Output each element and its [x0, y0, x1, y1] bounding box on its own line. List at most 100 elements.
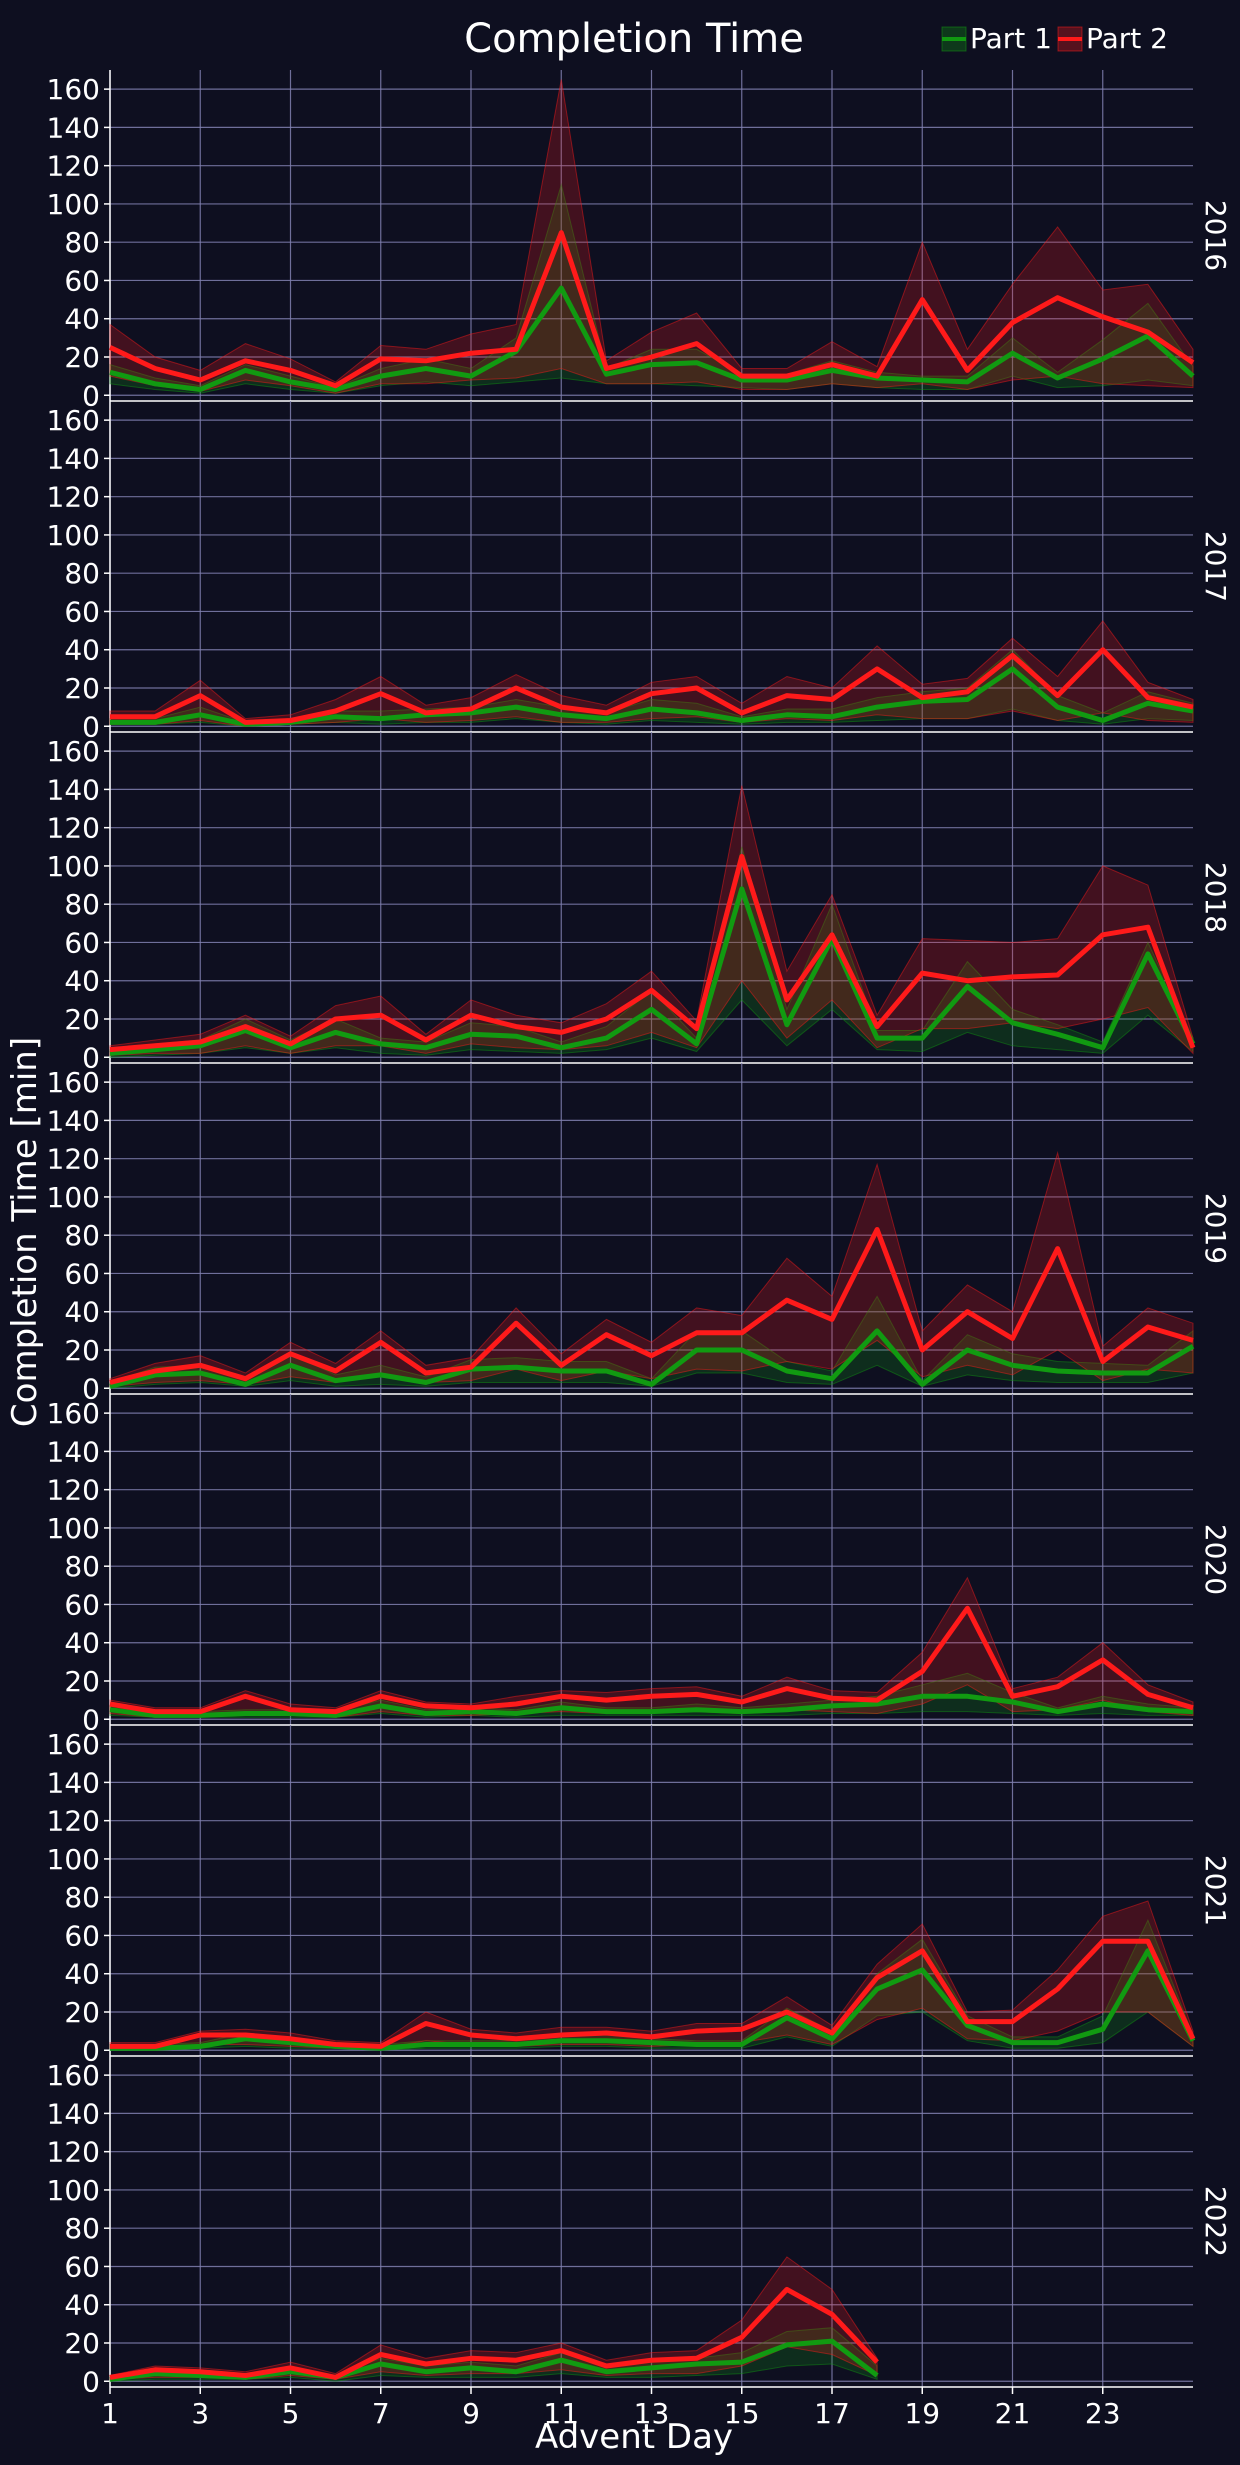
y-tick-label: 120 — [47, 150, 100, 183]
y-tick-label: 40 — [64, 634, 100, 667]
y-tick-label: 20 — [64, 1003, 100, 1036]
y-tick-label: 160 — [47, 2059, 100, 2092]
x-tick-label: 17 — [814, 2397, 850, 2430]
y-tick-label: 0 — [82, 2034, 100, 2067]
part1-band-2022 — [109, 2327, 878, 2382]
part1-line-2021 — [110, 1948, 1196, 2051]
part1-line-2020 — [109, 1693, 1194, 1718]
panel-label-2019: 2019 — [1199, 1193, 1232, 1264]
y-tick-label: 40 — [64, 1958, 100, 1991]
x-tick-label: 9 — [462, 2397, 480, 2430]
y-tick-label: 140 — [47, 1104, 100, 1137]
y-tick-label: 160 — [47, 1728, 100, 1761]
y-tick-label: 140 — [47, 111, 100, 144]
y-tick-label: 100 — [47, 1181, 100, 1214]
y-tick-label: 140 — [47, 773, 100, 806]
part2-band-2020 — [109, 1576, 1194, 1718]
y-axis-label: Completion Time [min] — [5, 1037, 45, 1427]
part2-band-2021 — [109, 1900, 1194, 2049]
y-tick-label: 160 — [47, 1066, 100, 1099]
part2-line-2016 — [108, 230, 1195, 389]
y-tick-label: 20 — [64, 1334, 100, 1367]
panel-2019: 0 20 40 60 80 100 120 140 160 2019 — [47, 1063, 1232, 1405]
y-tick-label: 100 — [47, 188, 100, 221]
y-tick-label: 120 — [47, 481, 100, 514]
legend-label-part1: Part 1 — [970, 22, 1052, 55]
x-tick-label: 11 — [543, 2397, 579, 2430]
panel-2018: 0 20 40 60 80 100 120 140 160 2018 — [47, 732, 1232, 1074]
panel-label-2020: 2020 — [1199, 1524, 1232, 1595]
y-tick-label: 60 — [64, 2250, 100, 2283]
y-tick-label: 100 — [47, 519, 100, 552]
x-tick-label: 13 — [634, 2397, 670, 2430]
y-tick-label: 0 — [82, 1372, 100, 1405]
y-tick-label: 60 — [64, 264, 100, 297]
part2-line-2021 — [110, 1938, 1196, 2049]
y-tick-label: 100 — [47, 2174, 100, 2207]
part2-band-2018 — [109, 785, 1194, 1056]
panel-label-2018: 2018 — [1199, 862, 1232, 933]
part2-line-2017 — [110, 647, 1194, 725]
y-tick-label: 60 — [64, 1588, 100, 1621]
y-tick-label: 140 — [47, 2097, 100, 2130]
y-tick-label: 20 — [64, 2327, 100, 2360]
y-tick-label: 120 — [47, 2136, 100, 2169]
legend-label-part2: Part 2 — [1086, 22, 1168, 55]
legend-item-part2: Part 2 — [1057, 22, 1168, 55]
y-tick-label: 120 — [47, 1805, 100, 1838]
y-tick-label: 80 — [64, 226, 100, 259]
panel-label-2021: 2021 — [1199, 1855, 1232, 1926]
y-tick-label: 160 — [47, 735, 100, 768]
y-tick-label: 60 — [64, 1257, 100, 1290]
y-tick-label: 20 — [64, 672, 100, 705]
x-tick-label: 15 — [724, 2397, 760, 2430]
panel-label-2022: 2022 — [1199, 2186, 1232, 2257]
y-tick-label: 40 — [64, 2289, 100, 2322]
y-tick-label: 140 — [47, 442, 100, 475]
y-tick-label: 40 — [64, 303, 100, 336]
part2-band-2016 — [109, 79, 1194, 394]
part1-band-2019 — [109, 1295, 1194, 1389]
panel-label-2016: 2016 — [1199, 200, 1232, 271]
y-tick-label: 60 — [64, 926, 100, 959]
y-tick-label: 100 — [47, 1512, 100, 1545]
y-tick-label: 20 — [64, 1996, 100, 2029]
part2-line-2022 — [109, 2286, 879, 2380]
part1-line-2019 — [109, 1328, 1195, 1389]
y-tick-label: 60 — [64, 595, 100, 628]
y-tick-label: 40 — [64, 1627, 100, 1660]
part2-line-2019 — [109, 1227, 1194, 1385]
legend: Part 1 Part 2 — [941, 22, 1168, 55]
y-tick-label: 40 — [64, 965, 100, 998]
y-tick-label: 80 — [64, 1881, 100, 1914]
x-tick-label: 19 — [904, 2397, 940, 2430]
y-tick-label: 140 — [47, 1766, 100, 1799]
y-tick-label: 40 — [64, 1296, 100, 1329]
y-tick-label: 0 — [82, 379, 100, 412]
y-tick-label: 160 — [47, 404, 100, 437]
x-tick-label: 3 — [191, 2397, 209, 2430]
x-tick-label: 23 — [1085, 2397, 1121, 2430]
y-tick-label: 80 — [64, 2212, 100, 2245]
y-tick-label: 80 — [64, 1219, 100, 1252]
y-tick-label: 0 — [82, 1703, 100, 1736]
legend-item-part1: Part 1 — [941, 22, 1052, 55]
y-tick-label: 160 — [47, 73, 100, 106]
y-tick-label: 120 — [47, 1474, 100, 1507]
y-tick-label: 80 — [64, 1550, 100, 1583]
x-axis: 1 3 5 7 9 11 13 15 17 19 21 23 — [101, 2387, 1121, 2430]
x-tick-label: 1 — [101, 2397, 119, 2430]
y-tick-label: 80 — [64, 888, 100, 921]
part2-line-2018 — [109, 853, 1196, 1053]
y-tick-label: 20 — [64, 341, 100, 374]
y-tick-label: 20 — [64, 1665, 100, 1698]
part2-band-2019 — [109, 1150, 1194, 1387]
x-tick-label: 21 — [995, 2397, 1031, 2430]
y-tick-label: 140 — [47, 1435, 100, 1468]
y-tick-label: 60 — [64, 1919, 100, 1952]
part2-line-2020 — [109, 1605, 1194, 1715]
panels-layer: 0204060801001201401602016020406080100120… — [47, 70, 1232, 2398]
panel-2016: 0 20 40 60 80 100 120 140 160 2016 — [47, 70, 1232, 412]
